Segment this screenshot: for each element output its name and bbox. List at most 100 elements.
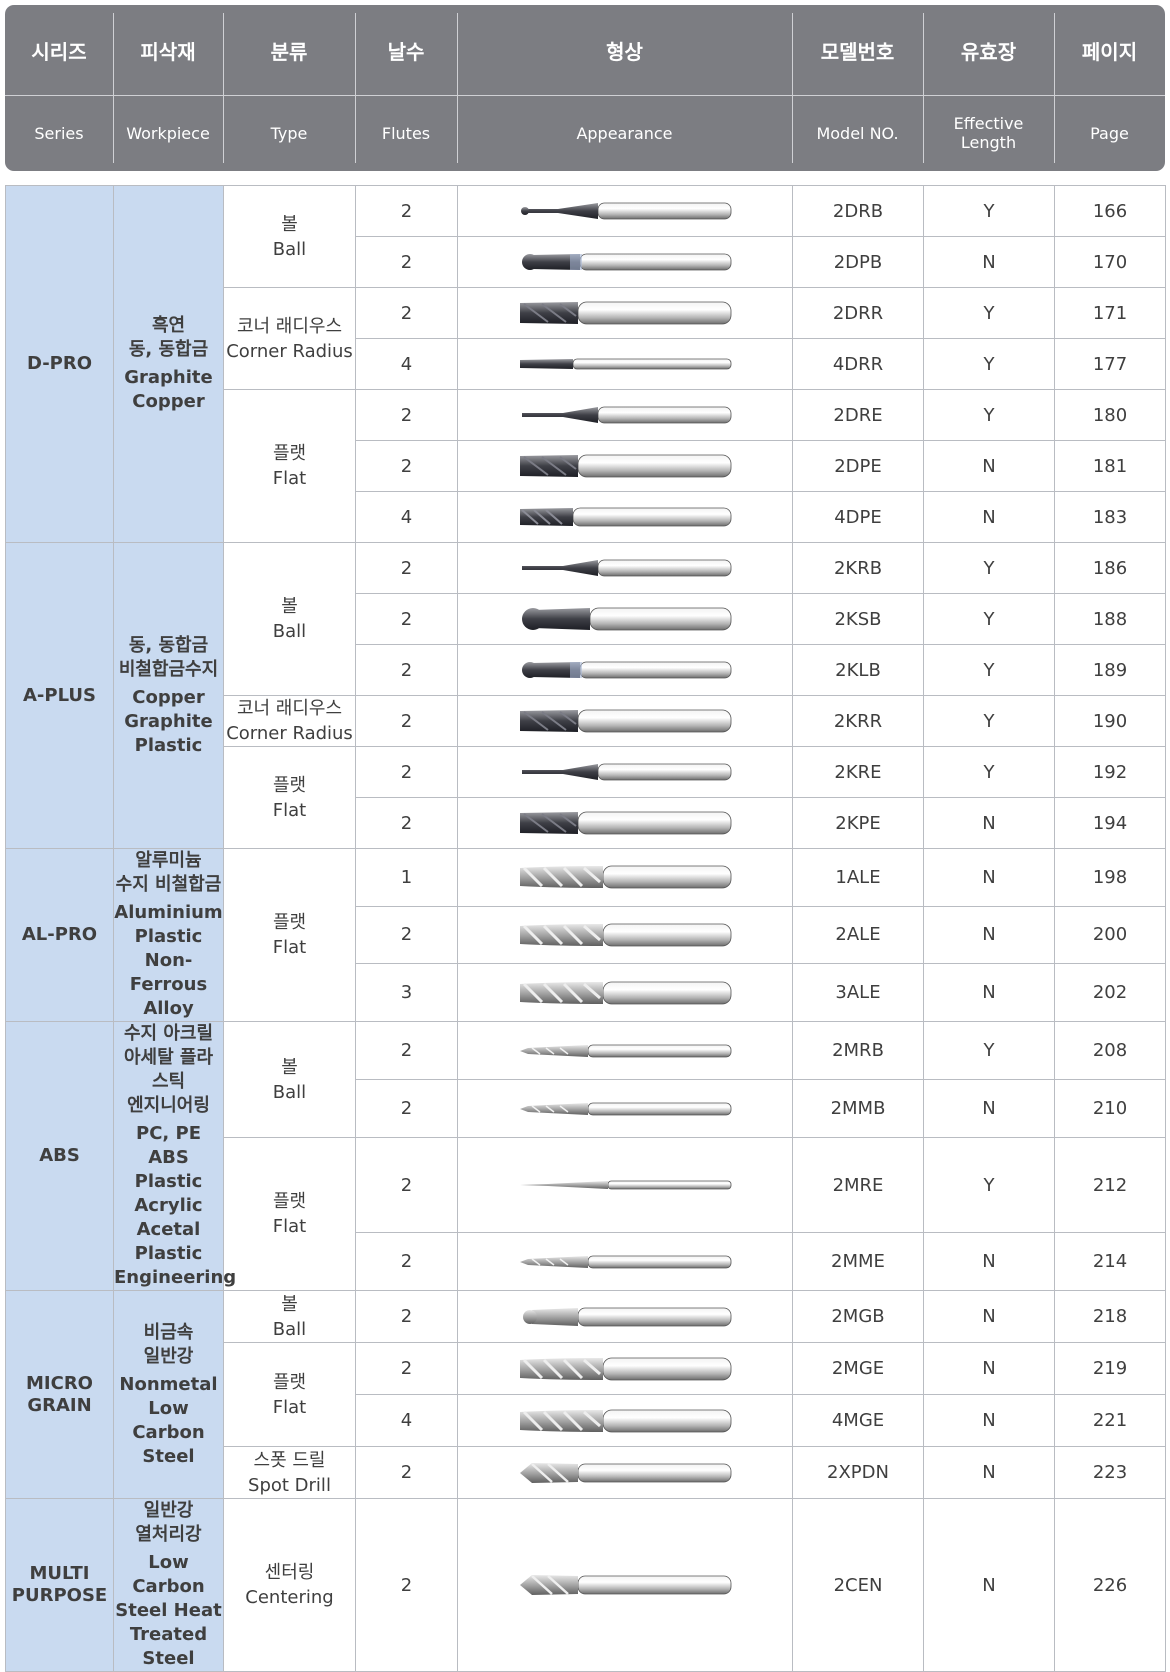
table-row: A-PLUS 동, 동합금 비철합금수지 Copper Graphite Plastic 볼… <box>5 542 1166 849</box>
table-row: 2 2KPE N 194 <box>6 797 1166 849</box>
tool-image <box>458 351 792 377</box>
appearance-cell <box>457 695 793 747</box>
header-appearance-ko: 형상 <box>606 39 643 64</box>
table-row: 플랫 Flat 2 2KRE Y 192 <box>6 746 1166 849</box>
effective-length-cell: N <box>923 491 1055 543</box>
type-cell: 볼 Ball <box>223 542 356 696</box>
page-cell: 188 <box>1054 593 1166 645</box>
effective-length-cell: N <box>923 905 1055 965</box>
workpiece-en: Nonmetal Low Carbon Steel <box>119 1373 218 1467</box>
tool-image <box>458 810 792 836</box>
flutes-cell: 4 <box>355 1394 458 1447</box>
workpiece-cell: 수지 아크릴 아세탈 플라 스틱 엔지니어링 PC, PE ABS Plastic Acr… <box>113 1021 236 1291</box>
page-cell: 194 <box>1054 797 1166 849</box>
model-number-cell: 2KSB <box>792 593 924 645</box>
table-row: 4 4DRR Y 177 <box>6 338 1166 390</box>
tool-image <box>458 922 792 948</box>
tool-image <box>458 657 792 683</box>
model-number-cell: 2XPDN <box>792 1446 924 1499</box>
page-cell: 226 <box>1054 1498 1166 1672</box>
workpiece-cell: 일반강 열처리강 Low Carbon Steel Heat Treated Steel <box>113 1498 224 1672</box>
header-divider <box>923 13 924 163</box>
page-cell: 181 <box>1054 440 1166 492</box>
workpiece-ko: 수지 아크릴 아세탈 플라 스틱 엔지니어링 <box>123 1023 214 1116</box>
table-row: 스폿 드릴 Spot Drill 2 2XPDN N 223 <box>6 1446 1166 1499</box>
tool-image <box>458 402 792 428</box>
type-cell: 플랫 Flat <box>223 1137 356 1291</box>
flutes-cell: 2 <box>355 905 458 965</box>
effective-length-cell: Y <box>923 185 1055 237</box>
workpiece-ko: 비금속 일반강 <box>143 1321 194 1367</box>
tool-image <box>458 1356 792 1382</box>
table-header: 시리즈 Series 피삭재 Workpiece 분류 Type 날수 Flutes 형상 App… <box>5 5 1165 171</box>
header-type-en: Type <box>270 123 308 143</box>
page-cell: 223 <box>1054 1446 1166 1499</box>
header-flutes-ko: 날수 <box>387 39 425 64</box>
page-cell: 218 <box>1054 1290 1166 1343</box>
workpiece-en: Aluminium Plastic Non-Ferrous Alloy <box>114 902 223 1019</box>
flutes-cell: 2 <box>355 593 458 645</box>
header-divider <box>457 13 458 163</box>
model-number-cell: 2MGB <box>792 1290 924 1343</box>
flutes-cell: 2 <box>355 389 458 441</box>
table-row: 코너 래디우스 Corner Radius 2 2KRR Y 190 <box>6 695 1166 747</box>
appearance-cell <box>457 644 793 696</box>
flutes-cell: 2 <box>355 1498 458 1672</box>
effective-length-cell: N <box>923 1342 1055 1395</box>
effective-length-cell: N <box>923 1290 1055 1343</box>
effective-length-cell: Y <box>923 1021 1055 1080</box>
appearance-cell <box>457 1290 793 1343</box>
workpiece-cell: 흑연 동, 동합금 Graphite Copper <box>113 185 224 543</box>
tool-image <box>458 1408 792 1434</box>
type-cell: 코너 래디우스 Corner Radius <box>223 695 356 747</box>
header-workpiece-en: Workpiece <box>126 123 210 143</box>
header-appearance-en: Appearance <box>576 123 673 143</box>
tool-image <box>458 980 792 1006</box>
model-number-cell: 2CEN <box>792 1498 924 1672</box>
page-cell: 212 <box>1054 1137 1166 1233</box>
header-workpiece-ko: 피삭재 <box>140 39 196 64</box>
tool-image <box>458 198 792 224</box>
tool-image <box>458 1460 792 1486</box>
table-row: D-PRO 흑연 동, 동합금 Graphite Copper 볼 Ball 2 2DRB Y 1… <box>5 185 1166 543</box>
effective-length-cell: N <box>923 1446 1055 1499</box>
effective-length-cell: N <box>923 848 1055 907</box>
type-cell: 플랫 Flat <box>223 389 356 543</box>
effective-length-cell: Y <box>923 338 1055 390</box>
appearance-cell <box>457 1446 793 1499</box>
tool-image <box>458 1304 792 1330</box>
page-cell: 202 <box>1054 963 1166 1022</box>
series-cell: A-PLUS <box>5 542 114 849</box>
page-cell: 210 <box>1054 1079 1166 1138</box>
model-number-cell: 2DPE <box>792 440 924 492</box>
tool-image <box>458 249 792 275</box>
effective-length-cell: Y <box>923 542 1055 594</box>
tool-image <box>458 1172 792 1198</box>
page-cell: 208 <box>1054 1021 1166 1080</box>
flutes-cell: 2 <box>355 1342 458 1395</box>
appearance-cell <box>457 1232 793 1291</box>
tool-image <box>458 1038 792 1064</box>
header-divider <box>223 13 224 163</box>
model-number-cell: 1ALE <box>792 848 924 907</box>
effective-length-cell: N <box>923 440 1055 492</box>
appearance-cell <box>457 963 793 1022</box>
table-row: 2 2KSB Y 188 <box>6 593 1166 645</box>
page-cell: 170 <box>1054 236 1166 288</box>
appearance-cell <box>457 593 793 645</box>
model-number-cell: 2DPB <box>792 236 924 288</box>
tool-image <box>458 1249 792 1275</box>
flutes-cell: 2 <box>355 1079 458 1138</box>
model-number-cell: 2DRB <box>792 185 924 237</box>
table-row: ABS 수지 아크릴 아세탈 플라 스틱 엔지니어링 PC, PE ABS Plastic … <box>5 1021 1166 1291</box>
flutes-cell: 2 <box>355 1021 458 1080</box>
type-cell: 볼 Ball <box>223 185 356 288</box>
effective-length-cell: Y <box>923 389 1055 441</box>
effective-length-cell: N <box>923 236 1055 288</box>
flutes-cell: 2 <box>355 1446 458 1499</box>
workpiece-en: Low Carbon Steel Heat Treated Steel <box>115 1552 222 1669</box>
appearance-cell <box>457 440 793 492</box>
type-cell: 코너 래디우스 Corner Radius <box>223 287 356 390</box>
header-row-divider <box>5 95 1165 96</box>
page-cell: 189 <box>1054 644 1166 696</box>
